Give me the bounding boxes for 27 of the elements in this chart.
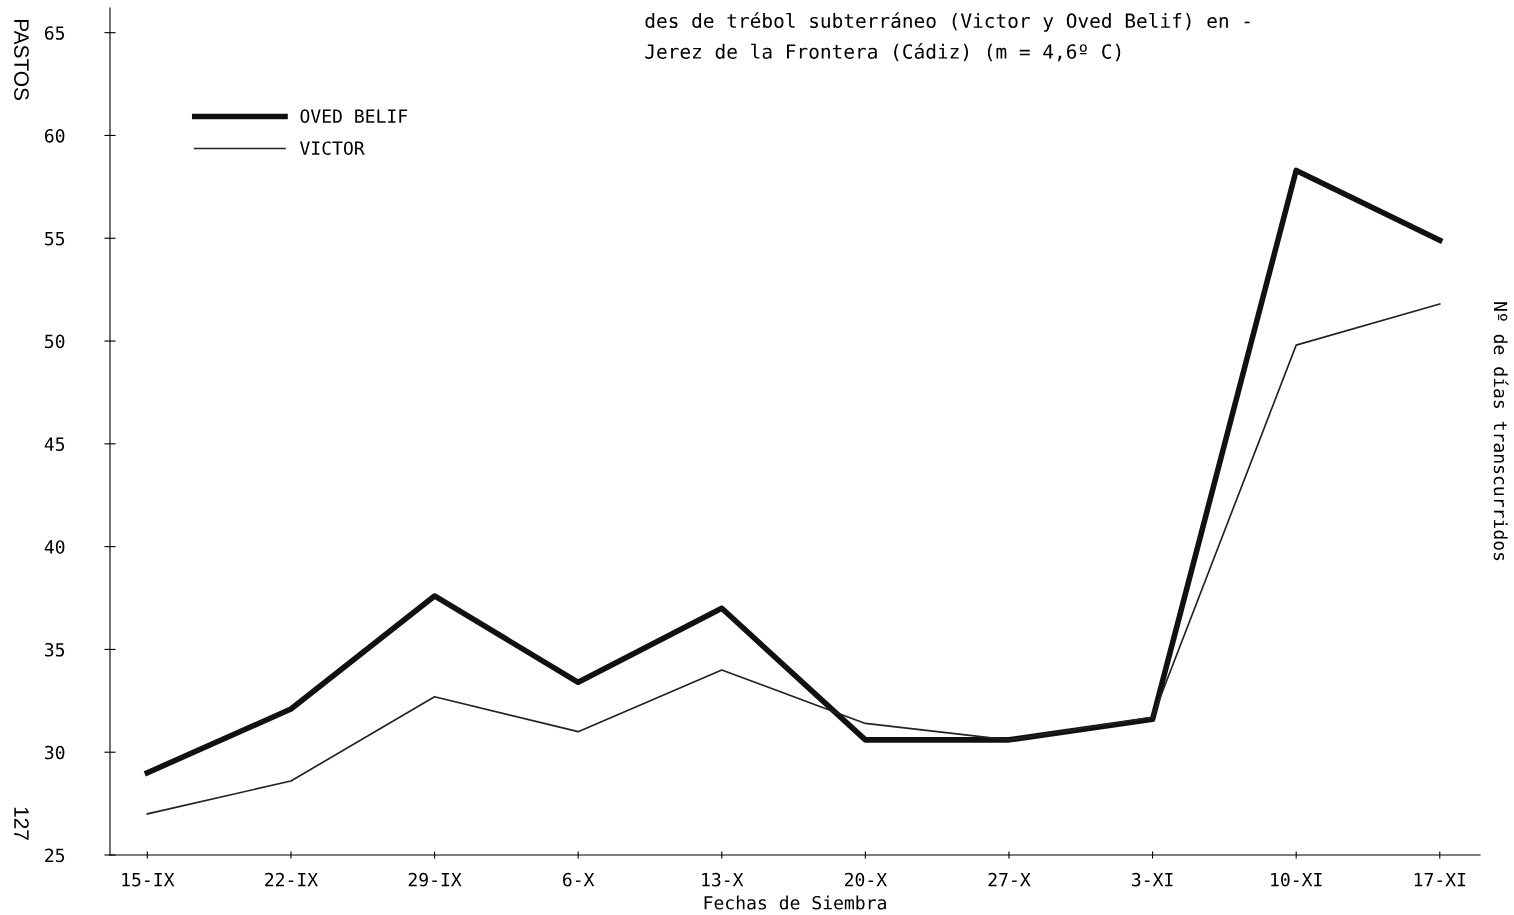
x-tick-label: 6-X: [563, 872, 595, 887]
y-axis-title: Nº de días transcurridos: [1493, 302, 1509, 561]
text: 127: [14, 807, 29, 840]
y-tick-label: 45: [44, 437, 65, 451]
y-tick-label: 55: [45, 232, 65, 246]
y-tick-label: 65: [44, 26, 65, 40]
x-axis-title: Fechas de Siembra: [704, 895, 886, 910]
x-tick-label: 22-IX: [265, 872, 318, 887]
text: PASTOS: [14, 20, 29, 100]
x-tick-label: 29-IX: [408, 872, 462, 887]
x-tick-label: 27-X: [988, 872, 1031, 887]
text: des de trébol subterráneo (Victor y Oved Belif) en - Jerez de la Frontera (Cádiz) (m = 4,6º C): [645, 12, 1250, 62]
y-tick-label: 35: [45, 642, 65, 657]
legend-label: OVED BELIF: [300, 109, 408, 124]
x-tick-label: 17-XI: [1414, 873, 1466, 887]
y-tick-label: 50: [45, 334, 65, 349]
y-tick-label: 60: [44, 128, 65, 143]
x-tick-label: 15-IX: [122, 873, 175, 887]
x-tick-label: 13-X: [702, 872, 744, 887]
x-tick-label: 3-XI: [1132, 872, 1173, 887]
legend-label: VICTOR: [299, 141, 365, 156]
y-tick-label: 30: [45, 745, 65, 760]
x-tick-label: 10-XI: [1271, 872, 1322, 887]
line-series: [146, 303, 1441, 815]
y-tick-label: 40: [44, 540, 65, 554]
y-tick-label: 25: [45, 848, 65, 863]
x-tick-label: 20-X: [844, 872, 887, 887]
